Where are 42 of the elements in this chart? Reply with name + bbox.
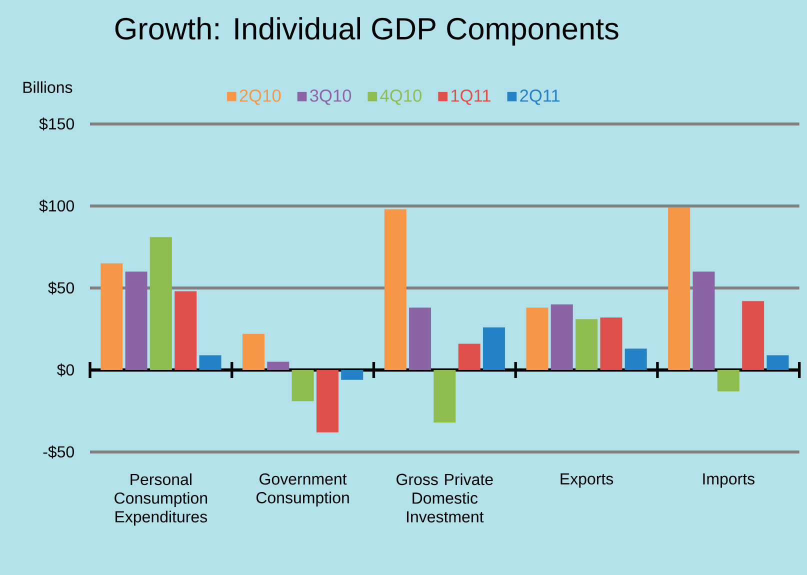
x-tick-label: Exports xyxy=(560,473,614,488)
bar xyxy=(742,301,764,370)
bar xyxy=(125,272,148,370)
bar xyxy=(526,308,548,370)
bar xyxy=(482,327,505,370)
bar xyxy=(550,304,573,370)
chart-title: Growth: Individual GDP Components xyxy=(115,17,618,46)
legend-label: 1Q11 xyxy=(451,90,490,105)
x-tick-label: Imports xyxy=(703,473,754,488)
bar xyxy=(576,319,598,370)
legend-label: 2Q11 xyxy=(520,90,560,105)
legend-label: 2Q10 xyxy=(240,90,281,105)
bar xyxy=(668,208,690,370)
bar xyxy=(600,318,622,370)
legend-label: 3Q10 xyxy=(310,90,352,105)
bar xyxy=(199,355,222,370)
y-tick-label: $0 xyxy=(56,364,74,376)
bar xyxy=(316,370,338,432)
bar xyxy=(409,308,432,370)
bar xyxy=(341,370,364,380)
x-tick-label: Personal Consumption Expenditures xyxy=(114,473,208,526)
bar xyxy=(434,370,456,422)
legend-label: 4Q10 xyxy=(380,90,422,105)
bar xyxy=(717,370,740,392)
bar xyxy=(174,291,197,370)
bar xyxy=(292,370,314,402)
bar xyxy=(267,362,290,370)
x-tick-label: Government Consumption xyxy=(256,473,349,507)
bar xyxy=(384,209,406,370)
bar xyxy=(150,237,172,370)
x-tick-label: Gross Private Domestic Investment xyxy=(396,473,493,522)
bar xyxy=(766,355,789,370)
bar xyxy=(624,348,647,370)
bar xyxy=(692,272,715,370)
bar xyxy=(242,334,264,370)
y-tick-label: $50 xyxy=(48,282,74,294)
y-axis-title: Billions xyxy=(23,81,72,94)
y-tick-label: $100 xyxy=(39,200,74,212)
bar xyxy=(100,263,123,370)
y-tick-label: $150 xyxy=(39,118,74,130)
y-tick-label: -$50 xyxy=(43,446,74,458)
bar xyxy=(458,344,480,370)
